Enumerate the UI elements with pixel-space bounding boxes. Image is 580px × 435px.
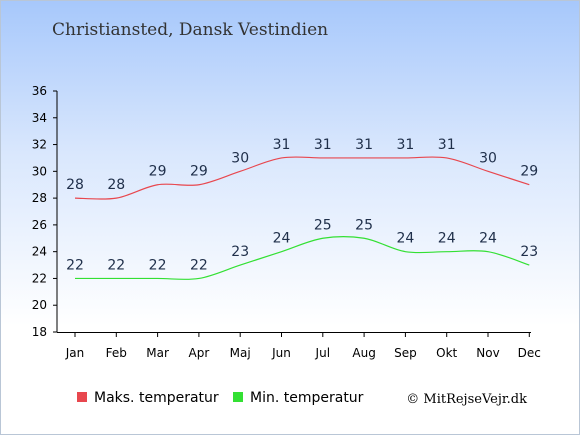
axes: 18 20 22 24 26 28 30 32 34 36 Jan Feb Mar Apr Maj Jun Ju… — [32, 84, 541, 360]
legend-label-max: Maks. temperatur — [94, 390, 219, 406]
data-label: 29 — [190, 164, 208, 180]
y-tick-label: 30 — [32, 164, 47, 178]
x-tick-label: Mar — [146, 346, 169, 360]
y-tick-label: 18 — [32, 325, 47, 339]
data-label: 22 — [66, 257, 84, 273]
legend: Maks. temperatur Min. temperatur — [77, 390, 364, 406]
data-label: 30 — [479, 150, 497, 166]
data-label: 22 — [107, 257, 125, 273]
data-label: 29 — [149, 164, 167, 180]
x-tick-label: Jul — [315, 346, 330, 360]
data-labels: 28 28 29 29 30 31 31 31 31 31 30 29 22 22 22 22 23 24 25 25… — [66, 137, 538, 274]
series-lines — [74, 156, 530, 281]
data-label: 24 — [438, 231, 456, 247]
data-label: 25 — [355, 217, 373, 233]
y-tick-label: 34 — [32, 111, 47, 125]
data-label: 28 — [107, 177, 125, 193]
y-tick-label: 28 — [32, 191, 47, 205]
legend-swatch-max — [77, 392, 87, 402]
chart-title: Christiansted, Dansk Vestindien — [52, 20, 329, 40]
data-label: 29 — [520, 164, 538, 180]
y-tick-label: 32 — [32, 138, 47, 152]
y-tick-label: 24 — [32, 245, 47, 259]
data-label: 25 — [314, 217, 332, 233]
legend-label-min: Min. temperatur — [250, 390, 364, 406]
y-tick-label: 22 — [32, 271, 47, 285]
x-tick-label: Maj — [230, 346, 251, 360]
data-label: 28 — [66, 177, 84, 193]
data-label: 31 — [273, 137, 291, 153]
x-tick-label: Jan — [65, 346, 85, 360]
data-label: 31 — [314, 137, 332, 153]
data-label: 31 — [396, 137, 414, 153]
data-label: 24 — [479, 231, 497, 247]
x-tick-label: Dec — [518, 346, 541, 360]
y-tick-label: 36 — [32, 84, 47, 98]
legend-swatch-min — [233, 392, 243, 402]
data-label: 23 — [231, 244, 249, 260]
min-temperature-line — [74, 236, 530, 281]
y-tick-label: 26 — [32, 218, 47, 232]
x-tick-label: Okt — [436, 346, 457, 360]
x-tick-label: Feb — [106, 346, 127, 360]
data-label: 22 — [149, 257, 167, 273]
data-label: 24 — [396, 231, 414, 247]
x-tick-label: Aug — [352, 346, 375, 360]
data-label: 23 — [520, 244, 538, 260]
x-tick-label: Apr — [189, 346, 210, 360]
data-label: 30 — [231, 150, 249, 166]
x-tick-label: Nov — [476, 346, 499, 360]
x-tick-label: Jun — [271, 346, 291, 360]
x-tick-label: Sep — [394, 346, 417, 360]
data-label: 24 — [273, 231, 291, 247]
credit-text: © MitRejseVejr.dk — [406, 392, 527, 407]
max-temperature-line — [74, 156, 530, 200]
data-label: 31 — [355, 137, 373, 153]
data-label: 31 — [438, 137, 456, 153]
y-tick-label: 20 — [32, 298, 47, 312]
data-label: 22 — [190, 257, 208, 273]
